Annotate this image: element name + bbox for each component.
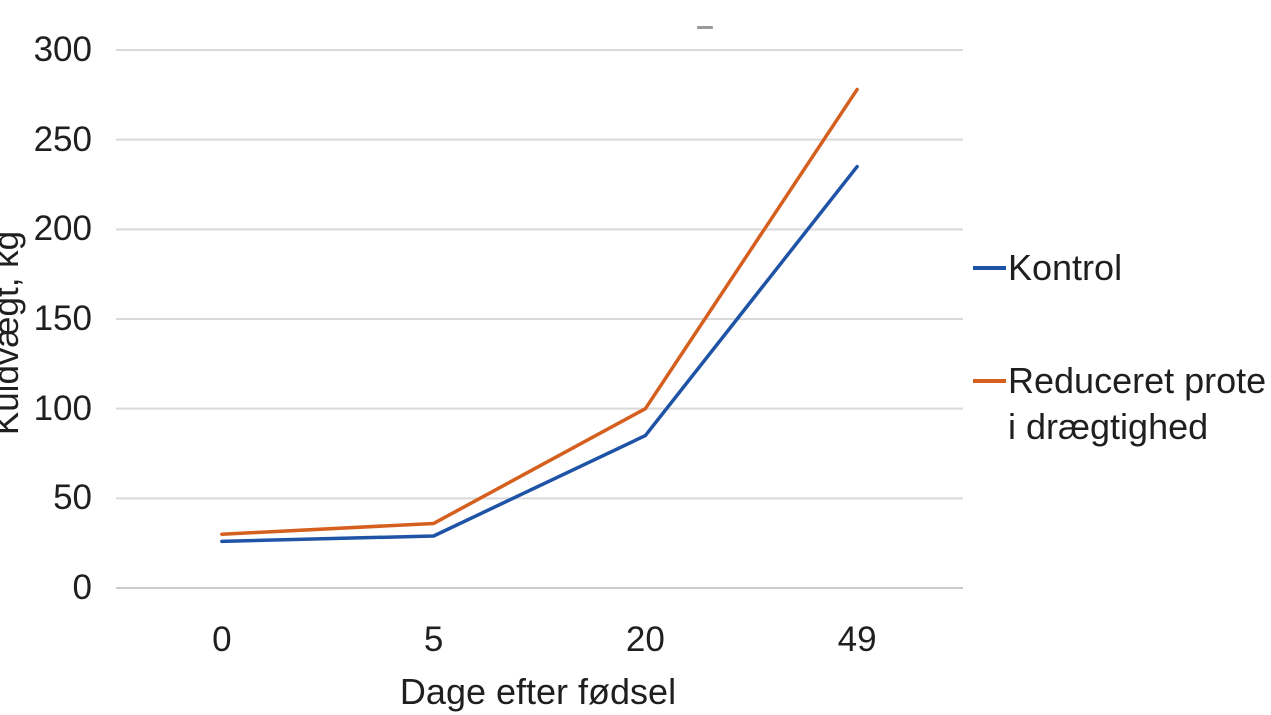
legend-label-reduceret-line1: Reduceret prote [1008,360,1267,401]
series-line [220,164,859,544]
legend-line-marker-kontrol [973,266,1006,270]
chart-title-placeholder-dash [697,26,713,29]
y-tick-label: 150 [33,299,92,338]
y-tick-label: 200 [33,209,92,249]
series-line [220,87,859,536]
y-tick-label: 100 [33,388,92,428]
y-tick-label: 250 [33,119,92,159]
y-tick-label: 50 [53,478,92,518]
x-tick-label: 49 [837,620,877,659]
y-tick-label: 0 [72,568,92,607]
y-tick-label: 300 [33,30,92,69]
legend-label-kontrol: Kontrol [1008,247,1123,288]
legend-label-reduceret-line2: i drægtighed [1008,406,1209,447]
x-tick-label: 5 [423,620,444,659]
x-axis-title: Dage efter fødsel [399,671,677,712]
x-tick-label: 0 [212,620,232,659]
legend-label-reduceret: Reduceret prote i drægtighed [1008,358,1266,450]
y-axis-title: Kuldvægt, kg [0,230,26,436]
legend-line-marker-reduceret [973,379,1006,383]
x-tick-label: 20 [625,620,665,659]
